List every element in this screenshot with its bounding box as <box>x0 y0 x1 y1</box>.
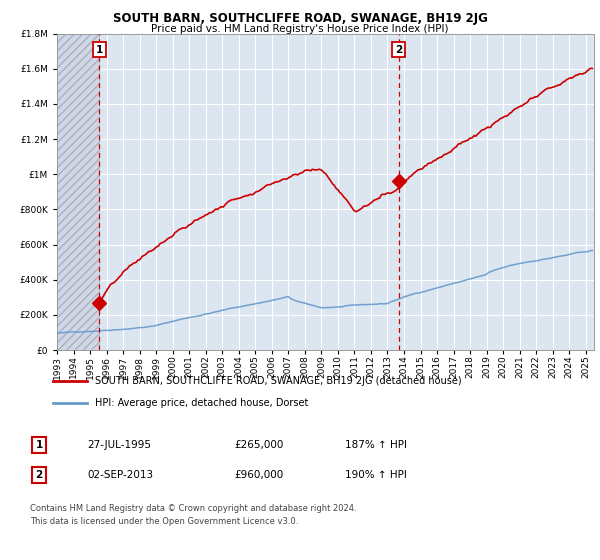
Text: SOUTH BARN, SOUTHCLIFFE ROAD, SWANAGE, BH19 2JG: SOUTH BARN, SOUTHCLIFFE ROAD, SWANAGE, B… <box>113 12 487 25</box>
Text: This data is licensed under the Open Government Licence v3.0.: This data is licensed under the Open Gov… <box>30 517 298 526</box>
Text: £265,000: £265,000 <box>234 440 283 450</box>
Text: 02-SEP-2013: 02-SEP-2013 <box>87 470 153 480</box>
Text: 187% ↑ HPI: 187% ↑ HPI <box>345 440 407 450</box>
Text: Price paid vs. HM Land Registry's House Price Index (HPI): Price paid vs. HM Land Registry's House … <box>151 24 449 34</box>
Text: £960,000: £960,000 <box>234 470 283 480</box>
Text: 1: 1 <box>96 45 103 55</box>
Text: 190% ↑ HPI: 190% ↑ HPI <box>345 470 407 480</box>
Text: 27-JUL-1995: 27-JUL-1995 <box>87 440 151 450</box>
Bar <box>57 34 100 350</box>
Text: 2: 2 <box>395 45 402 55</box>
Text: HPI: Average price, detached house, Dorset: HPI: Average price, detached house, Dors… <box>95 398 308 408</box>
Text: SOUTH BARN, SOUTHCLIFFE ROAD, SWANAGE, BH19 2JG (detached house): SOUTH BARN, SOUTHCLIFFE ROAD, SWANAGE, B… <box>95 376 461 386</box>
Text: 2: 2 <box>35 470 43 480</box>
Text: Contains HM Land Registry data © Crown copyright and database right 2024.: Contains HM Land Registry data © Crown c… <box>30 504 356 513</box>
Text: 1: 1 <box>35 440 43 450</box>
Bar <box>57 34 100 350</box>
